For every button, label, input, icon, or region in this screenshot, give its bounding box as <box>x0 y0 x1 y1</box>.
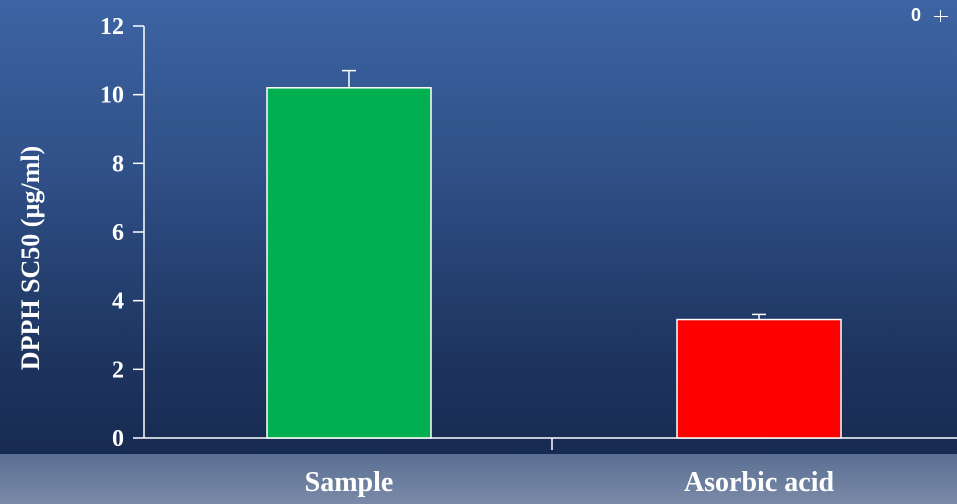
y-axis-label: DPPH SC50 (µg/ml) <box>16 145 45 371</box>
y-tick-label-8: 8 <box>112 151 124 177</box>
bar-sample <box>266 87 432 439</box>
bar-asorbic-acid <box>676 318 842 439</box>
y-tick-label-6: 6 <box>112 220 124 246</box>
y-tick-label-4: 4 <box>112 289 124 315</box>
corner-axis-line <box>940 10 941 22</box>
corner-axis-tick <box>934 16 948 17</box>
y-tick-label-2: 2 <box>112 357 124 383</box>
y-tick-label-12: 12 <box>100 14 124 40</box>
category-label-asorbic-acid: Asorbic acid <box>684 467 835 498</box>
category-label-sample: Sample <box>305 467 394 498</box>
bottom-band <box>0 454 957 504</box>
corner-zero-label: 0 <box>911 5 922 25</box>
y-tick-label-0: 0 <box>112 426 124 452</box>
y-tick-label-10: 10 <box>100 83 124 109</box>
